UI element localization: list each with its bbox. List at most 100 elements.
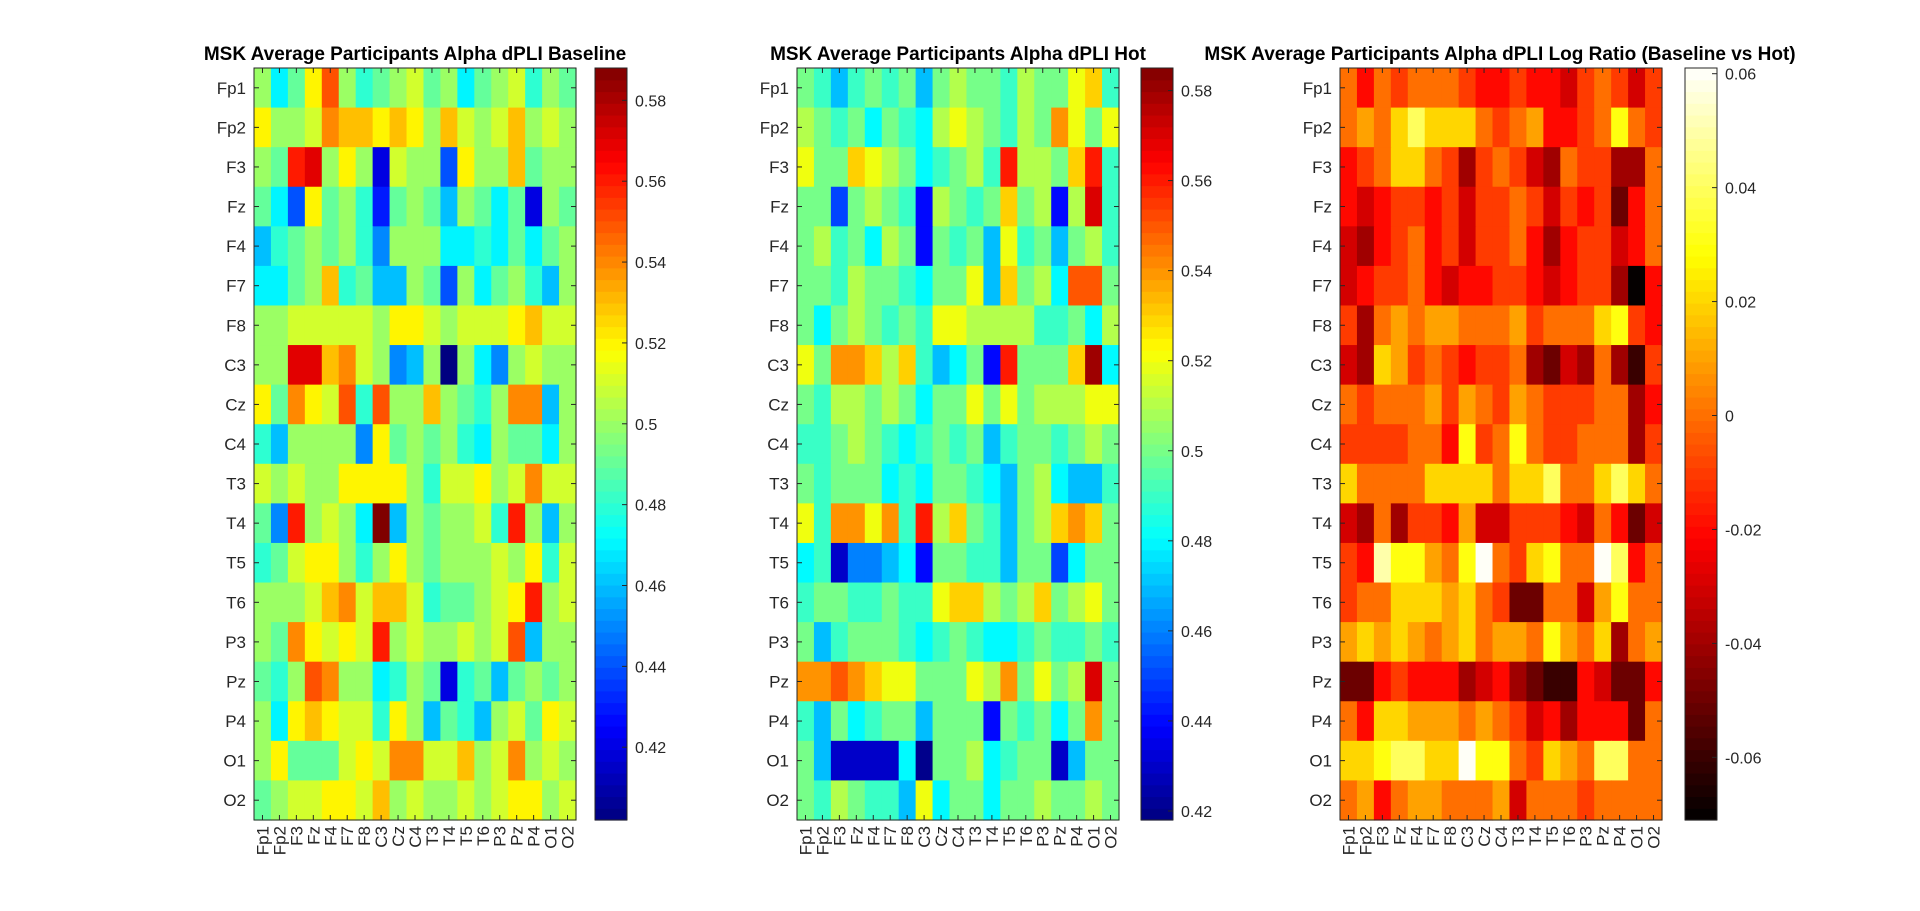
heatmap-cell	[1356, 384, 1375, 425]
heatmap-cell	[1390, 186, 1409, 227]
heatmap-cell	[1017, 542, 1035, 584]
heatmap-cell	[1034, 582, 1052, 623]
heatmap-cell	[1611, 503, 1629, 544]
heatmap-cell	[321, 622, 340, 663]
heatmap-cell	[1509, 147, 1528, 188]
colorbar-step	[1685, 432, 1717, 445]
heatmap-cell	[1475, 384, 1494, 425]
heatmap-cell	[1458, 661, 1477, 702]
heatmap-cell	[1441, 780, 1460, 821]
heatmap-cell	[1424, 582, 1443, 623]
heatmap-cell	[1373, 582, 1392, 623]
heatmap-cell	[1085, 107, 1103, 148]
heatmap-cell	[797, 424, 815, 465]
heatmap-cell	[1034, 186, 1052, 227]
heatmap-cell	[898, 265, 917, 307]
heatmap-cell	[1051, 107, 1069, 148]
heatmap-cell	[542, 463, 560, 504]
heatmap-cell	[1645, 503, 1663, 544]
heatmap-cell	[1068, 582, 1086, 623]
heatmap-cell	[1390, 305, 1409, 346]
colorbar-step	[1685, 808, 1717, 821]
heatmap-cell	[491, 542, 509, 584]
heatmap-cell	[966, 384, 985, 425]
heatmap-cell	[254, 305, 272, 346]
heatmap-cell	[813, 503, 832, 544]
heatmap-cell	[915, 345, 934, 386]
heatmap-cell	[864, 622, 883, 663]
heatmap-cell	[1441, 265, 1460, 307]
heatmap-cell	[525, 265, 543, 307]
heatmap-cell	[1492, 463, 1511, 504]
heatmap-cell	[1560, 780, 1578, 821]
heatmap-cell	[304, 740, 323, 782]
colorbar-step	[1685, 761, 1717, 774]
heatmap-cell	[1543, 503, 1561, 544]
heatmap-cell	[254, 542, 272, 584]
colorbar-step	[1685, 303, 1717, 316]
heatmap-cell	[1560, 582, 1578, 623]
heatmap-cell	[287, 186, 306, 227]
heatmap-cell	[1645, 68, 1663, 109]
colorbar-step	[1685, 115, 1717, 128]
colorbar-step	[595, 256, 627, 269]
heatmap-cell	[491, 622, 509, 663]
heatmap-cell	[491, 186, 509, 227]
heatmap-cell	[1000, 701, 1018, 742]
heatmap-cell	[1373, 384, 1392, 425]
heatmap-cell	[830, 265, 849, 307]
heatmap-cell	[508, 424, 526, 465]
heatmap-cell	[1102, 265, 1120, 307]
heatmap-cell	[1492, 265, 1511, 307]
y-tick-label: P4	[225, 712, 246, 731]
heatmap-cell	[932, 384, 951, 425]
heatmap-cell	[1373, 542, 1392, 584]
colorbar-step	[1685, 350, 1717, 363]
heatmap-cell	[440, 147, 458, 188]
heatmap-cell	[321, 384, 340, 425]
heatmap-cell	[1628, 265, 1646, 307]
colorbar-step	[595, 397, 627, 410]
heatmap-cell	[847, 107, 866, 148]
colorbar-step	[1141, 620, 1173, 633]
heatmap-cell	[1441, 661, 1460, 702]
heatmap-cell	[1475, 186, 1494, 227]
heatmap-cell	[1085, 147, 1103, 188]
heatmap-cell	[1373, 463, 1392, 504]
heatmap-cell	[254, 740, 272, 782]
x-tick-label: C3	[915, 826, 934, 848]
heatmap-cell	[1475, 582, 1494, 623]
heatmap-cell	[864, 226, 883, 267]
heatmap-cell	[983, 582, 1001, 623]
colorbar-step	[1141, 749, 1173, 762]
heatmap-cell	[1645, 186, 1663, 227]
colorbar-step	[1685, 397, 1717, 410]
heatmap-cell	[559, 542, 577, 584]
heatmap-cell	[559, 503, 577, 544]
heatmap-cell	[338, 147, 357, 188]
colorbar-tick-label: 0.5	[635, 417, 657, 434]
heatmap-cell	[864, 107, 883, 148]
x-tick-label: Fz	[847, 826, 866, 845]
heatmap-cell	[830, 424, 849, 465]
y-tick-label: Fz	[1313, 198, 1332, 217]
heatmap-cell	[542, 68, 560, 109]
heatmap-cell	[1526, 740, 1544, 782]
heatmap-cell	[1085, 503, 1103, 544]
heatmap-cell	[1051, 68, 1069, 109]
heatmap-cell	[1492, 661, 1511, 702]
heatmap-cell	[372, 740, 391, 782]
heatmap-cell	[932, 463, 951, 504]
y-tick-label: T3	[769, 475, 789, 494]
heatmap-cell	[1102, 542, 1120, 584]
heatmap-cell	[966, 265, 985, 307]
heatmap-cell	[1628, 701, 1646, 742]
heatmap-cell	[1645, 701, 1663, 742]
heatmap-cell	[1577, 622, 1595, 663]
heatmap-cell	[1373, 107, 1392, 148]
heatmap-cell	[881, 463, 900, 504]
heatmap-cell	[508, 265, 526, 307]
heatmap-cell	[1017, 701, 1035, 742]
heatmap-cell	[1441, 68, 1460, 109]
heatmap-cell	[1594, 305, 1612, 346]
